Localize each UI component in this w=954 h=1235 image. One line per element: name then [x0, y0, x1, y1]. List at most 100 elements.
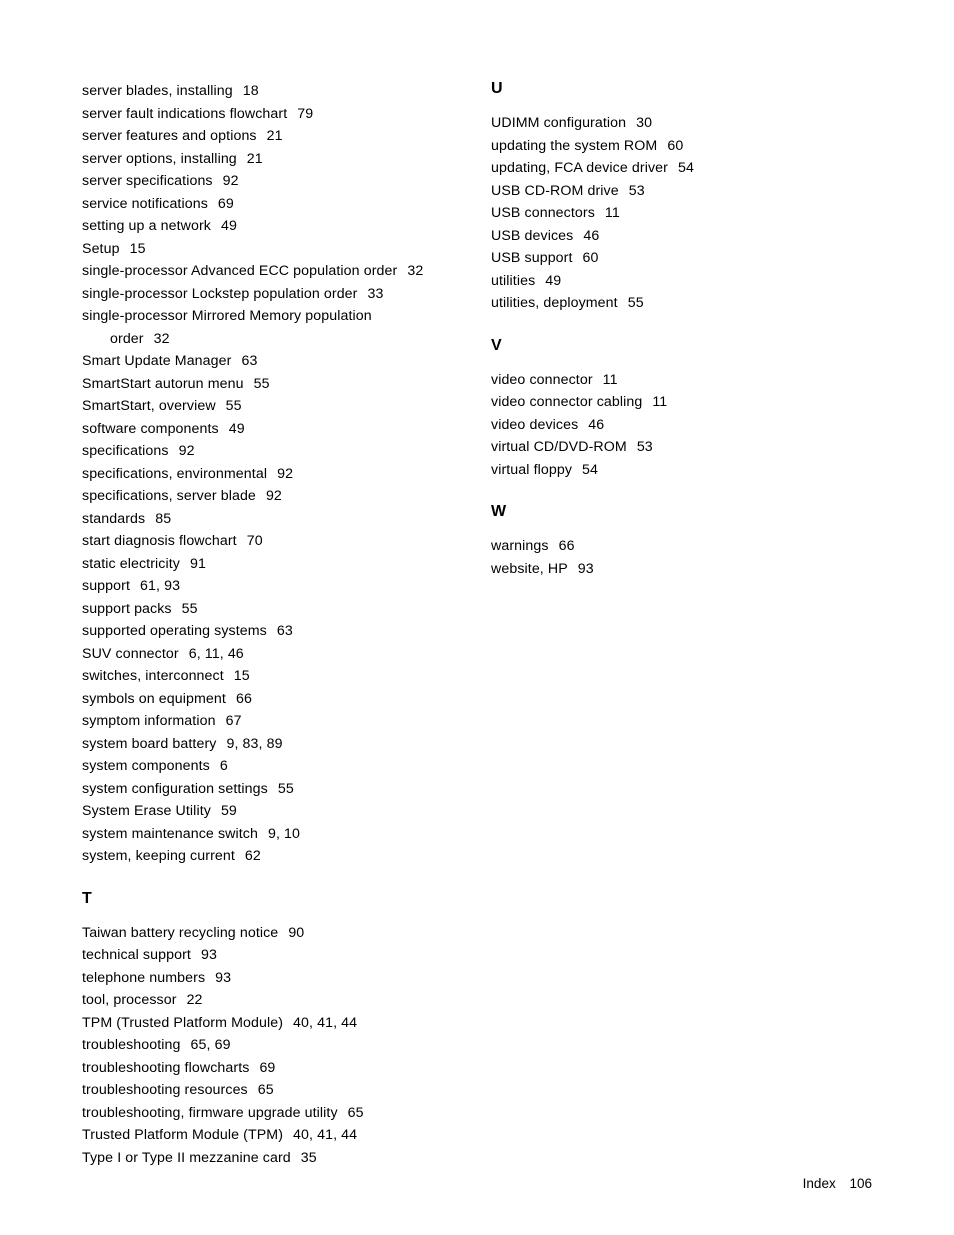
index-entry: USB connectors11 — [491, 202, 872, 225]
index-page-refs: 61, 93 — [140, 578, 180, 594]
index-page-refs: 40, 41, 44 — [293, 1127, 357, 1143]
page-footer: Index 106 — [803, 1176, 872, 1191]
index-entry: technical support93 — [82, 944, 463, 967]
index-term: static electricity — [82, 556, 180, 572]
index-term: specifications — [82, 443, 169, 459]
index-entry: USB CD-ROM drive53 — [491, 180, 872, 203]
index-entry: specifications, server blade92 — [82, 485, 463, 508]
index-page-refs: 32 — [407, 263, 423, 279]
index-entry: Setup15 — [82, 238, 463, 261]
index-entry: order32 — [82, 328, 463, 351]
index-entry: UDIMM configuration30 — [491, 112, 872, 135]
index-term: service notifications — [82, 196, 208, 212]
index-section-heading: U — [491, 80, 872, 98]
index-term: updating, FCA device driver — [491, 160, 668, 176]
index-page-refs: 9, 10 — [268, 826, 300, 842]
index-term: SUV connector — [82, 646, 179, 662]
index-entry: server specifications92 — [82, 170, 463, 193]
index-term: Type I or Type II mezzanine card — [82, 1150, 291, 1166]
index-entry: System Erase Utility59 — [82, 800, 463, 823]
index-term: system board battery — [82, 736, 216, 752]
index-entry: Type I or Type II mezzanine card 35 — [82, 1147, 463, 1170]
index-page-refs: 11 — [603, 372, 618, 388]
index-term: system, keeping current — [82, 848, 235, 864]
index-entry: service notifications 69 — [82, 193, 463, 216]
index-term: SmartStart autorun menu — [82, 376, 244, 392]
index-term: website, HP — [491, 561, 568, 577]
index-page-refs: 69 — [218, 196, 234, 212]
index-page-refs: 62 — [245, 848, 261, 864]
index-term: standards — [82, 511, 145, 527]
index-page-refs: 15 — [234, 668, 250, 684]
index-column-right: U UDIMM configuration30 updating the syste… — [491, 80, 872, 1169]
index-term: server fault indications flowchart — [82, 106, 287, 122]
index-page-refs: 21 — [247, 151, 263, 167]
index-entry: SmartStart, overview55 — [82, 395, 463, 418]
index-entry: troubleshooting flowcharts69 — [82, 1057, 463, 1080]
index-page-refs: 55 — [254, 376, 270, 392]
index-term: switches, interconnect — [82, 668, 224, 684]
index-term: video connector cabling — [491, 394, 642, 410]
index-page-refs: 55 — [182, 601, 198, 617]
index-term: start diagnosis flowchart — [82, 533, 237, 549]
index-entry: tool, processor 22 — [82, 989, 463, 1012]
index-term: single-processor Advanced ECC population… — [82, 263, 397, 279]
index-term: Smart Update Manager — [82, 353, 231, 369]
index-page-refs: 35 — [301, 1150, 317, 1166]
index-entry: server options, installing21 — [82, 148, 463, 171]
index-term: tool, processor — [82, 992, 177, 1008]
index-page-refs: 65 — [258, 1082, 274, 1098]
index-entry: symptom information67 — [82, 710, 463, 733]
index-term: virtual floppy — [491, 462, 572, 478]
index-entry: video connector11 — [491, 369, 872, 392]
index-page-refs: 6, 11, 46 — [189, 646, 244, 662]
index-term: system configuration settings — [82, 781, 268, 797]
index-page-refs: 9, 83, 89 — [226, 736, 282, 752]
index-entry: support61, 93 — [82, 575, 463, 598]
index-term: symbols on equipment — [82, 691, 226, 707]
index-entry: troubleshooting65, 69 — [82, 1034, 463, 1057]
index-term: SmartStart, overview — [82, 398, 216, 414]
index-entry: start diagnosis flowchart70 — [82, 530, 463, 553]
index-term: support packs — [82, 601, 172, 617]
index-page-refs: 65 — [348, 1105, 364, 1121]
index-entry: system, keeping current 62 — [82, 845, 463, 868]
index-term: software components — [82, 421, 219, 437]
index-term: single-processor Lockstep population ord… — [82, 286, 358, 302]
index-page-refs: 15 — [130, 241, 146, 257]
index-page: server blades, installing18server fault … — [0, 0, 954, 1169]
index-section-heading: V — [491, 337, 872, 355]
index-page-refs: 21 — [267, 128, 283, 144]
index-page-refs: 93 — [201, 947, 217, 963]
index-page-refs: 66 — [559, 538, 575, 554]
index-entry: system maintenance switch9, 10 — [82, 823, 463, 846]
index-entry: support packs 55 — [82, 598, 463, 621]
index-term: warnings — [491, 538, 549, 554]
index-page-refs: 65, 69 — [191, 1037, 231, 1053]
index-page-refs: 90 — [288, 925, 304, 941]
index-entry: updating, FCA device driver54 — [491, 157, 872, 180]
index-page-refs: 11 — [652, 394, 667, 410]
index-entry: utilities, deployment55 — [491, 292, 872, 315]
index-page-refs: 46 — [588, 417, 604, 433]
index-term: UDIMM configuration — [491, 115, 626, 131]
index-term: updating the system ROM — [491, 138, 657, 154]
index-term: USB support — [491, 250, 573, 266]
index-term: single-processor Mirrored Memory populat… — [82, 308, 372, 324]
index-term: virtual CD/DVD-ROM — [491, 439, 627, 455]
index-term: System Erase Utility — [82, 803, 211, 819]
index-entry: TPM (Trusted Platform Module)40, 41, 44 — [82, 1012, 463, 1035]
index-page-refs: 22 — [187, 992, 203, 1008]
index-term: order — [110, 331, 144, 347]
index-page-refs: 6 — [220, 758, 228, 774]
index-page-refs: 93 — [578, 561, 594, 577]
index-entry: SmartStart autorun menu 55 — [82, 373, 463, 396]
index-term: server blades, installing — [82, 83, 233, 99]
index-entry: video devices46 — [491, 414, 872, 437]
index-page-refs: 69 — [259, 1060, 275, 1076]
index-term: utilities — [491, 273, 535, 289]
index-page-refs: 46 — [583, 228, 599, 244]
index-entry: USB support60 — [491, 247, 872, 270]
index-page-refs: 53 — [637, 439, 653, 455]
index-entry: system components6 — [82, 755, 463, 778]
